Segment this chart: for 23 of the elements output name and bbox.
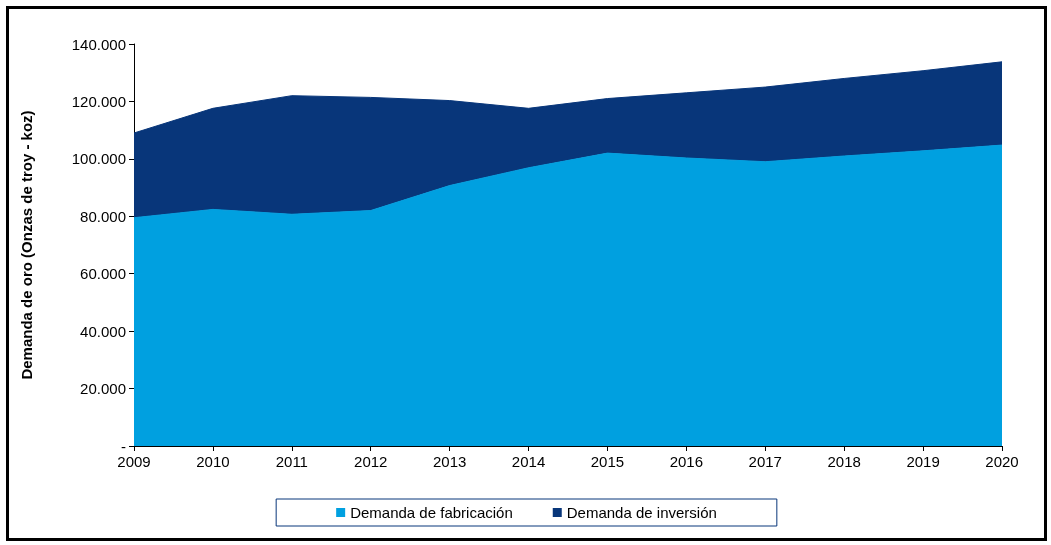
y-tick-label: 40.000 xyxy=(80,322,126,340)
x-tick-label: 2016 xyxy=(669,453,704,470)
y-tick-label: 140.000 xyxy=(71,35,126,53)
x-tick-label: 2009 xyxy=(117,453,151,470)
x-tick-label: 2015 xyxy=(590,453,625,470)
y-tick-label: - xyxy=(121,437,126,455)
x-tick-label: 2014 xyxy=(511,453,546,470)
legend-label: Demanda de inversión xyxy=(566,504,717,521)
x-tick-label: 2019 xyxy=(906,453,940,470)
y-tick-label: 100.000 xyxy=(71,150,126,168)
y-axis-title: Demanda de oro (Onzas de troy - koz) xyxy=(18,110,35,380)
x-tick-label: 2017 xyxy=(748,453,782,470)
y-tick-label: 60.000 xyxy=(80,265,126,283)
x-tick-label: 2020 xyxy=(985,453,1019,470)
legend-label: Demanda de fabricación xyxy=(350,504,513,521)
x-tick-label: 2013 xyxy=(432,453,467,470)
x-tick-label: 2010 xyxy=(196,453,230,470)
y-tick-label: 80.000 xyxy=(80,207,126,225)
y-tick-label: 20.000 xyxy=(80,380,126,398)
x-tick-label: 2012 xyxy=(354,453,388,470)
y-tick-label: 120.000 xyxy=(71,92,126,110)
x-tick-label: 2011 xyxy=(275,453,308,470)
x-tick-label: 2018 xyxy=(827,453,861,470)
